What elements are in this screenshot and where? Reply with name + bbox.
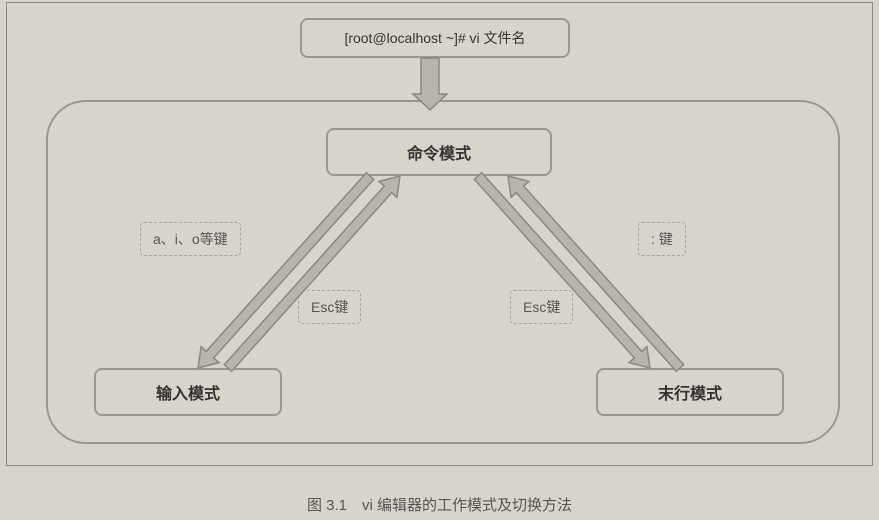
- label-esc-left: Esc键: [298, 290, 361, 324]
- label-colon-key: : 键: [638, 222, 686, 256]
- node-command-mode: 命令模式: [326, 128, 552, 176]
- node-command-line: [root@localhost ~]# vi 文件名: [300, 18, 570, 58]
- label-aio-keys: a、i、o等键: [140, 222, 241, 256]
- label-esc-right: Esc键: [510, 290, 573, 324]
- node-input-mode: 输入模式: [94, 368, 282, 416]
- node-lastline-mode: 末行模式: [596, 368, 784, 416]
- figure-caption: 图 3.1 vi 编辑器的工作模式及切换方法: [0, 494, 879, 515]
